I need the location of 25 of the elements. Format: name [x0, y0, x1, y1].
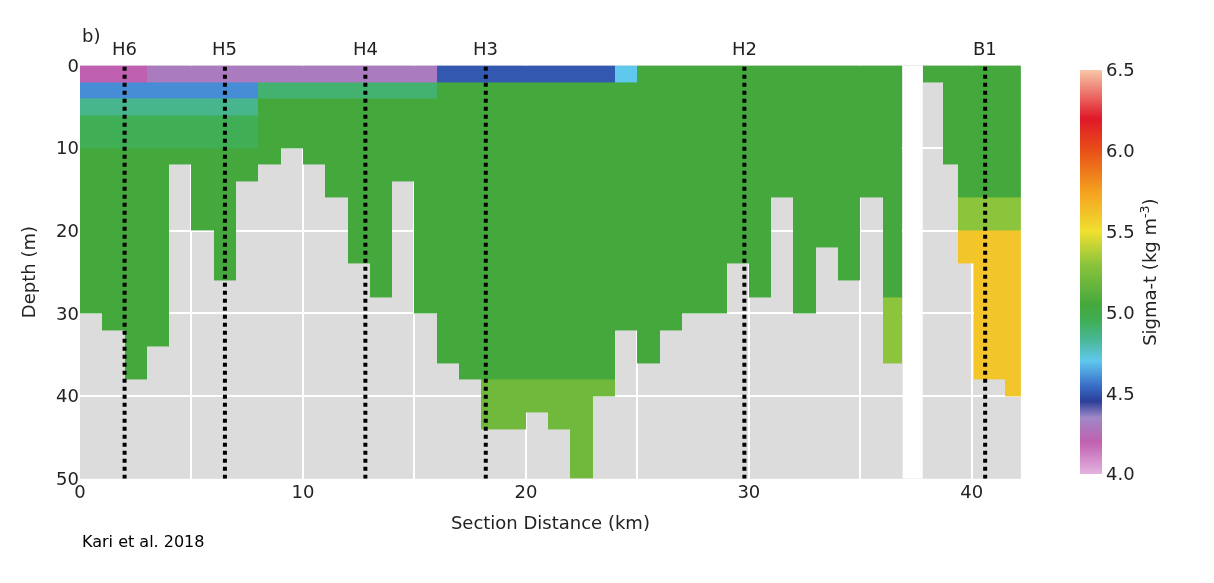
- ref-line-label: B1: [973, 38, 997, 59]
- ref-line-label: H5: [212, 38, 237, 59]
- y-tick-label: 20: [56, 220, 79, 242]
- color-bar-label: 4.0: [1106, 463, 1135, 485]
- y-tick-label: 30: [56, 302, 79, 324]
- y-tick-label: 0: [67, 54, 79, 76]
- color-bar-label: 4.5: [1106, 382, 1135, 404]
- text: Kari et al. 2018: [82, 532, 205, 551]
- y-axis-title: Depth (m): [18, 226, 40, 319]
- ref-line-label: H2: [732, 38, 757, 59]
- y-tick-label: 40: [56, 385, 79, 407]
- color-bar-label: 5.5: [1106, 221, 1135, 242]
- ref-line-label: H3: [473, 38, 498, 59]
- ref-line-label: H6: [112, 38, 137, 59]
- x-axis-title: Section Distance (km): [450, 511, 650, 533]
- ref-line-label: H4: [353, 38, 378, 59]
- chart-title: b): [82, 25, 101, 46]
- x-tick-label: 30: [737, 480, 761, 502]
- x-tick-label: 10: [291, 480, 315, 502]
- x-tick-label: 40: [960, 480, 984, 502]
- y-tick-label: 10: [56, 137, 79, 159]
- color-bar-label: 6.0: [1106, 140, 1135, 162]
- x-tick-label: 20: [514, 480, 538, 502]
- color-bar-label: 6.5: [1106, 59, 1135, 81]
- color-bar-label: 5.0: [1106, 301, 1135, 323]
